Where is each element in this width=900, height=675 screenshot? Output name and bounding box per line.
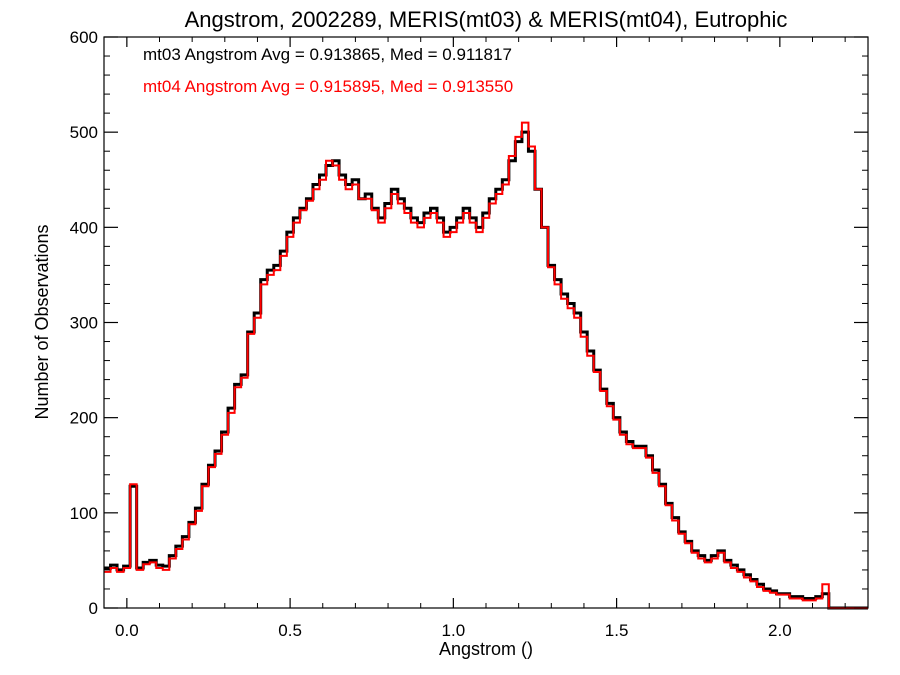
annotation-mt03: mt03 Angstrom Avg = 0.913865, Med = 0.91… [143, 45, 512, 64]
y-tick-label: 400 [70, 218, 98, 237]
y-tick-label: 0 [89, 599, 98, 618]
chart-title: Angstrom, 2002289, MERIS(mt03) & MERIS(m… [185, 7, 788, 32]
y-axis: 0 100 200 300 400 500 600 [70, 28, 868, 618]
series-0-line [104, 130, 868, 610]
x-tick-label: 1.0 [442, 621, 466, 640]
x-axis-label: Angstrom () [439, 639, 533, 659]
series-1-line [104, 121, 868, 609]
y-tick-label: 100 [70, 504, 98, 523]
x-axis: 0.0 0.5 1.0 1.5 2.0 [115, 37, 846, 640]
x-tick-label: 2.0 [768, 621, 792, 640]
x-tick-label: 1.5 [605, 621, 629, 640]
y-tick-label: 300 [70, 314, 98, 333]
y-tick-label: 600 [70, 28, 98, 47]
annotation-mt04: mt04 Angstrom Avg = 0.915895, Med = 0.91… [143, 77, 513, 96]
plot-frame [103, 36, 869, 609]
x-tick-label: 0.5 [278, 621, 302, 640]
y-tick-label: 500 [70, 123, 98, 142]
y-tick-label: 200 [70, 409, 98, 428]
series-layer [104, 121, 868, 610]
y-axis-label: Number of Observations [32, 224, 52, 419]
x-tick-label: 0.0 [115, 621, 139, 640]
